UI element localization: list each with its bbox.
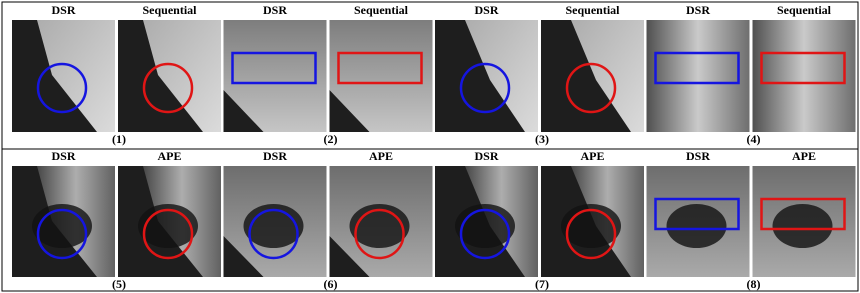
image-structure xyxy=(773,204,833,248)
panel-title: Sequential xyxy=(354,3,409,17)
panel-title: DSR xyxy=(474,149,498,163)
panel-number: (8) xyxy=(747,277,761,291)
panel-title: Sequential xyxy=(565,3,620,17)
panel-number: (6) xyxy=(324,277,338,291)
panel-number: (1) xyxy=(112,132,126,146)
image-structure xyxy=(667,204,727,248)
image-structure xyxy=(753,20,856,132)
panel-title: DSR xyxy=(51,3,75,17)
panel-number: (4) xyxy=(747,132,761,146)
image-structure xyxy=(647,20,750,132)
panel-title: APE xyxy=(369,149,393,163)
figure: DSR Sequential (1) DSR Sequential (2) DSR Seque… xyxy=(0,0,860,293)
panel-number: (7) xyxy=(535,277,549,291)
panel-title: DSR xyxy=(474,3,498,17)
panel-title: Sequential xyxy=(777,3,832,17)
panel-title: DSR xyxy=(263,3,287,17)
panel-number: (2) xyxy=(324,132,338,146)
panel-title: DSR xyxy=(686,149,710,163)
panel-title: Sequential xyxy=(142,3,197,17)
panel-number: (5) xyxy=(112,277,126,291)
panel-title: APE xyxy=(158,149,182,163)
panel-title: APE xyxy=(792,149,816,163)
panel-number: (3) xyxy=(535,132,549,146)
panel-title: DSR xyxy=(263,149,287,163)
panel-title: DSR xyxy=(51,149,75,163)
panel-title: APE xyxy=(581,149,605,163)
panel-title: DSR xyxy=(686,3,710,17)
